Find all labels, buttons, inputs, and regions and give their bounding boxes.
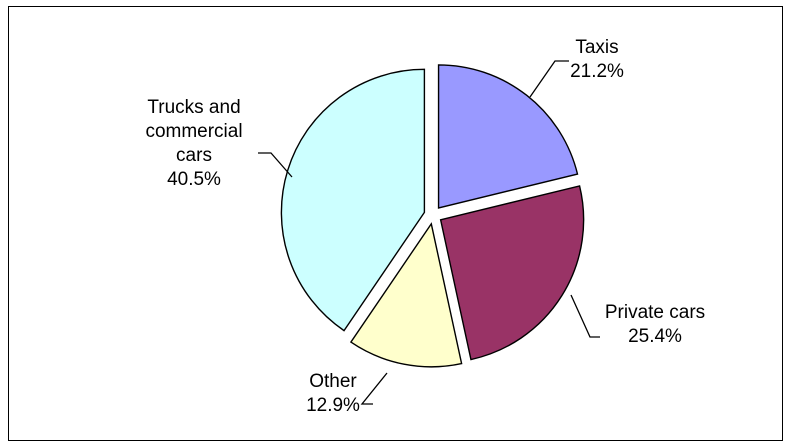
pie-slice-private-cars [439, 185, 585, 361]
slice-name-line: Taxis [575, 37, 618, 58]
slice-name-line: Trucks and [147, 97, 240, 118]
slice-name-line: cars [176, 145, 212, 166]
slice-label: Other 12.9% [306, 371, 360, 416]
slice-percent: 25.4% [628, 326, 682, 347]
leader-line [360, 372, 388, 405]
slice-percent: 21.2% [570, 61, 624, 82]
pie-slice-trucks-and [280, 68, 426, 332]
pie-slices [280, 64, 585, 368]
pie-labels: Taxis 21.2% Private cars 25.4% Other 12.9% Tru… [145, 37, 705, 416]
slice-label: Taxis 21.2% [570, 37, 624, 82]
slice-percent: 12.9% [306, 395, 360, 416]
pie-slice-taxis [437, 64, 579, 209]
slice-name-line: Private cars [605, 302, 705, 323]
slice-label: Trucks and commercial cars 40.5% [145, 97, 242, 190]
leader-line [529, 60, 569, 98]
slice-label: Private cars 25.4% [605, 302, 705, 347]
chart-frame: Taxis 21.2% Private cars 25.4% Other 12.9% Tru… [8, 6, 783, 441]
slice-name-line: commercial [145, 121, 242, 142]
leader-line [570, 294, 600, 338]
pie-slice-other [349, 222, 463, 368]
leader-line [258, 152, 293, 178]
slice-percent: 40.5% [167, 169, 221, 190]
pie-chart: Taxis 21.2% Private cars 25.4% Other 12.9% Tru… [145, 37, 705, 416]
slice-name-line: Other [309, 371, 357, 392]
